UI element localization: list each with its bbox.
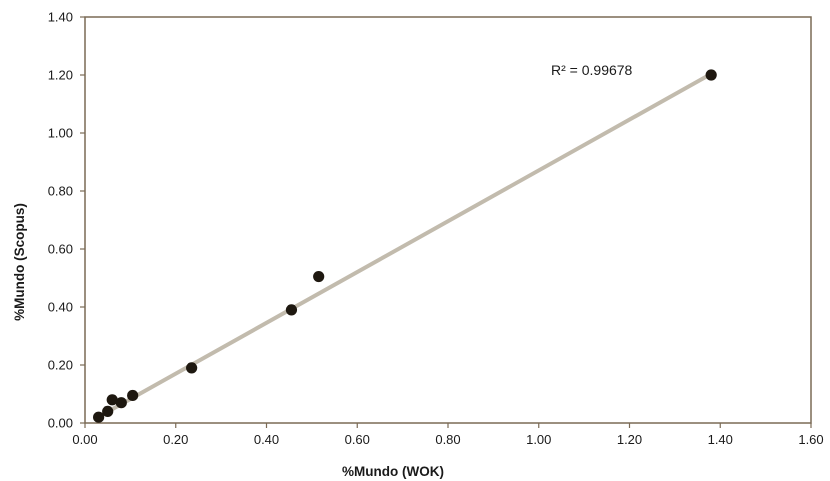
x-tick-label: 1.40 <box>708 432 733 447</box>
x-tick-label: 1.20 <box>617 432 642 447</box>
y-tick-label: 1.40 <box>48 10 73 25</box>
y-axis-title: %Mundo (Scopus) <box>12 203 27 321</box>
data-point <box>106 394 118 406</box>
trendline <box>96 71 714 419</box>
data-point <box>115 397 127 409</box>
x-tick-label: 0.80 <box>435 432 460 447</box>
y-tick-label: 1.00 <box>48 126 73 141</box>
x-axis-title: %Mundo (WOK) <box>342 464 444 479</box>
data-point <box>127 389 139 402</box>
y-tick-label: 0.60 <box>48 242 73 257</box>
data-point <box>285 304 298 316</box>
y-axis-ticks: 0.00 0.20 0.40 0.60 0.80 1.00 1.20 1.40 <box>48 10 85 431</box>
y-tick-label: 0.40 <box>48 300 73 315</box>
x-tick-label: 1.00 <box>526 432 551 447</box>
data-point <box>186 362 198 374</box>
x-axis-ticks: 0.00 0.20 0.40 0.60 0.80 1.00 1.20 1.40 1.60 <box>72 423 824 447</box>
x-tick-label: 1.60 <box>798 432 823 447</box>
r-squared-annotation: R² = 0.99678 <box>551 62 633 78</box>
data-point <box>93 411 105 423</box>
y-tick-label: 0.20 <box>48 358 73 373</box>
data-point <box>313 270 325 283</box>
data-point <box>102 405 114 417</box>
data-points <box>93 69 717 423</box>
trendline-group <box>96 71 714 419</box>
x-tick-label: 0.40 <box>254 432 279 447</box>
y-tick-label: 0.00 <box>48 416 73 431</box>
data-point <box>705 69 717 81</box>
x-tick-label: 0.60 <box>345 432 370 447</box>
y-tick-label: 0.80 <box>48 184 73 199</box>
x-tick-label: 0.00 <box>72 432 97 447</box>
x-tick-label: 0.20 <box>163 432 188 447</box>
y-tick-label: 1.20 <box>48 68 73 83</box>
